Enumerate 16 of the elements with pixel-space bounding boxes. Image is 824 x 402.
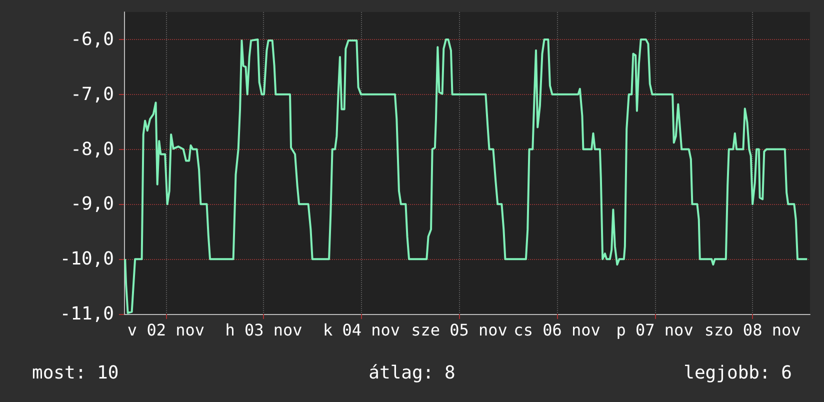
y-tick-label: -11,0 — [60, 304, 114, 324]
y-tick-label: -6,0 — [70, 28, 114, 50]
x-tick-label: h 03 nov — [225, 320, 302, 340]
y-tick-label: -7,0 — [70, 84, 114, 105]
x-tick-label: szo 08 nov — [704, 320, 801, 340]
x-tick-label: v 02 nov — [127, 320, 204, 340]
y-tick-label: -10,0 — [60, 248, 114, 270]
text: most: 10 — [32, 362, 119, 384]
x-tick-label: p 07 nov — [616, 320, 694, 340]
text: legjobb: 6 — [684, 362, 792, 384]
text: átlag: 8 — [368, 362, 456, 384]
y-tick-label: -8,0 — [70, 138, 114, 160]
y-tick-label: -9,0 — [70, 194, 114, 215]
x-tick-label: cs 06 nov — [514, 320, 600, 340]
x-tick-label: sze 05 nov — [411, 320, 508, 340]
x-tick-label: k 04 nov — [322, 320, 400, 340]
